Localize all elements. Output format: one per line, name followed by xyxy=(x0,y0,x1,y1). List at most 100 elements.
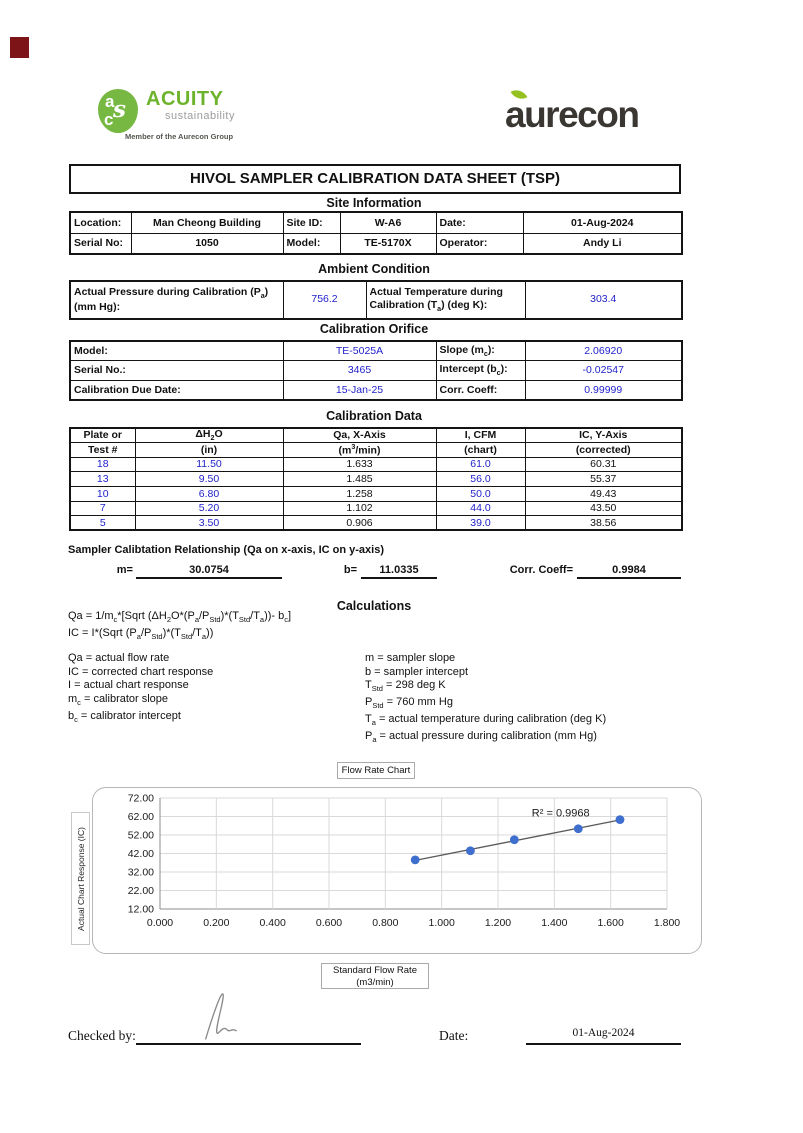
corr-coeff-label: Corr. Coeff: xyxy=(435,379,526,400)
checked-by-label: Checked by: xyxy=(68,1028,136,1043)
cell-ic: 43.50 xyxy=(524,500,683,517)
cell-dh2o: 3.50 xyxy=(134,515,284,531)
table-header-row: Test # (in) (m3/min) (chart) (corrected) xyxy=(69,442,683,458)
footer-date-value: 01-Aug-2024 xyxy=(572,1027,635,1039)
table-row: Serial No: 1050 Model: TE-5170X Operator… xyxy=(69,232,683,255)
cell-ic: 60.31 xyxy=(524,456,683,473)
orifice-model-label: Model: xyxy=(69,340,284,361)
operator-label: Operator: xyxy=(435,232,524,255)
signature xyxy=(198,988,246,1044)
col-header-chart: (chart) xyxy=(435,442,526,458)
cell-ic: 38.56 xyxy=(524,515,683,531)
model-label: Model: xyxy=(282,232,341,255)
checked-by-line xyxy=(136,1043,361,1045)
svg-text:12.00: 12.00 xyxy=(128,904,154,916)
def-qa: Qa = actual flow rate xyxy=(68,652,170,664)
location-value: Man Cheong Building xyxy=(130,211,284,234)
cell-ic: 49.43 xyxy=(524,486,683,502)
ambient-condition-heading: Ambient Condition xyxy=(318,262,430,276)
temperature-value: 303.4 xyxy=(524,280,683,320)
def-m: m = sampler slope xyxy=(365,652,456,664)
col-header-m3min: (m3/min) xyxy=(282,442,437,458)
orifice-model-value: TE-5025A xyxy=(282,340,437,361)
cell-i: 44.0 xyxy=(435,500,526,517)
aurecon-wordmark: aurecon xyxy=(505,94,640,135)
acuity-logo: a s c ACUITY sustainability Member of th… xyxy=(95,82,245,147)
svg-text:1.800: 1.800 xyxy=(654,917,680,929)
b-value: 11.0335 xyxy=(379,564,419,576)
table-row: Calibration Due Date: 15-Jan-25 Corr. Co… xyxy=(69,379,683,400)
def-tstd: TStd = 298 deg K xyxy=(365,679,446,694)
cell-i: 39.0 xyxy=(435,515,526,531)
acuity-tagline: Member of the Aurecon Group xyxy=(125,132,234,141)
chart-title: Flow Rate Chart xyxy=(337,762,415,779)
monogram-s: s xyxy=(113,96,126,123)
calculations-heading: Calculations xyxy=(336,599,412,613)
serial-no-label: Serial No: xyxy=(69,232,132,255)
cell-qa: 1.102 xyxy=(282,500,437,517)
ambient-condition-table: Actual Pressure during Calibration (Pa) … xyxy=(69,280,683,320)
qa-formula: Qa = 1/mc*[Sqrt (ΔH2O*(Pa/PStd)*(TStd/Ta… xyxy=(68,610,292,625)
m-label: m= xyxy=(116,564,133,576)
table-row: Serial No.: 3465 Intercept (bc): -0.0254… xyxy=(69,360,683,381)
site-information-heading: Site Information xyxy=(326,196,422,210)
operator-value: Andy Li xyxy=(522,232,683,255)
ic-formula: IC = I*(Sqrt (Pa/PStd)*(TStd/Ta)) xyxy=(68,627,214,642)
m-value: 30.0754 xyxy=(189,564,229,576)
corr-value: 0.9984 xyxy=(612,564,646,576)
chart-x-axis-label: Standard Flow Rate (m3/min) xyxy=(321,963,429,989)
col-header-i-cfm: I, CFM xyxy=(435,427,526,444)
svg-text:0.600: 0.600 xyxy=(316,917,342,929)
cell-test: 5 xyxy=(69,515,136,531)
x-axis-label-line1: Standard Flow Rate xyxy=(333,965,417,976)
slope-value: 2.06920 xyxy=(524,340,683,361)
cell-i: 56.0 xyxy=(435,471,526,488)
svg-text:42.00: 42.00 xyxy=(128,848,154,860)
site-id-value: W-A6 xyxy=(339,211,437,234)
col-header-plate: Plate or xyxy=(69,427,136,444)
def-bc: bc = calibrator intercept xyxy=(68,710,181,725)
svg-text:22.00: 22.00 xyxy=(128,885,154,897)
cell-i: 50.0 xyxy=(435,486,526,502)
svg-text:0.800: 0.800 xyxy=(372,917,398,929)
cell-test: 10 xyxy=(69,486,136,502)
x-axis-label-line2: (m3/min) xyxy=(356,977,394,988)
col-header-test: Test # xyxy=(69,442,136,458)
def-mc: mc = calibrator slope xyxy=(68,693,169,708)
footer-date-label: Date: xyxy=(439,1028,469,1043)
table-header-row: Plate or ΔH2O Qa, X-Axis I, CFM IC, Y-Ax… xyxy=(69,427,683,444)
acuity-subtitle: sustainability xyxy=(165,110,235,122)
sheet-title: HIVOL SAMPLER CALIBRATION DATA SHEET (TS… xyxy=(69,164,681,194)
serial-no-value: 1050 xyxy=(130,232,284,255)
acuity-wordmark: ACUITY xyxy=(146,88,224,110)
pressure-label: Actual Pressure during Calibration (Pa) … xyxy=(69,280,284,320)
cell-test: 18 xyxy=(69,456,136,473)
corr-label: Corr. Coeff= xyxy=(509,564,573,576)
b-label: b= xyxy=(343,564,357,576)
def-pa: Pa = actual pressure during calibration … xyxy=(365,730,597,745)
cell-test: 7 xyxy=(69,500,136,517)
def-ic: IC = corrected chart response xyxy=(68,665,214,678)
pressure-value: 756.2 xyxy=(282,280,367,320)
calibration-data-heading: Calibration Data xyxy=(326,409,422,423)
svg-text:62.00: 62.00 xyxy=(128,811,154,823)
table-row: 10 6.80 1.258 50.0 49.43 xyxy=(69,486,683,502)
col-header-dh2o: ΔH2O xyxy=(134,427,284,444)
site-information-table: Location: Man Cheong Building Site ID: W… xyxy=(69,211,683,255)
calibration-orifice-heading: Calibration Orifice xyxy=(319,322,429,336)
cell-qa: 1.485 xyxy=(282,471,437,488)
temperature-label: Actual Temperature during Calibration (T… xyxy=(365,280,526,320)
right-definitions: m = sampler slope b = sampler intercept … xyxy=(365,652,606,747)
cell-ic: 55.37 xyxy=(524,471,683,488)
cell-dh2o: 9.50 xyxy=(134,471,284,488)
due-date-value: 15-Jan-25 xyxy=(282,379,437,400)
svg-text:32.00: 32.00 xyxy=(128,867,154,879)
table-row: Actual Pressure during Calibration (Pa) … xyxy=(69,280,683,320)
col-header-ic: IC, Y-Axis xyxy=(524,427,683,444)
col-header-corrected: (corrected) xyxy=(524,442,683,458)
chart-y-axis-label: Actual Chart Response (IC) xyxy=(71,812,90,945)
date-value: 01-Aug-2024 xyxy=(522,211,683,234)
cell-qa: 1.258 xyxy=(282,486,437,502)
cell-qa: 0.906 xyxy=(282,515,437,531)
svg-text:0.000: 0.000 xyxy=(147,917,173,929)
